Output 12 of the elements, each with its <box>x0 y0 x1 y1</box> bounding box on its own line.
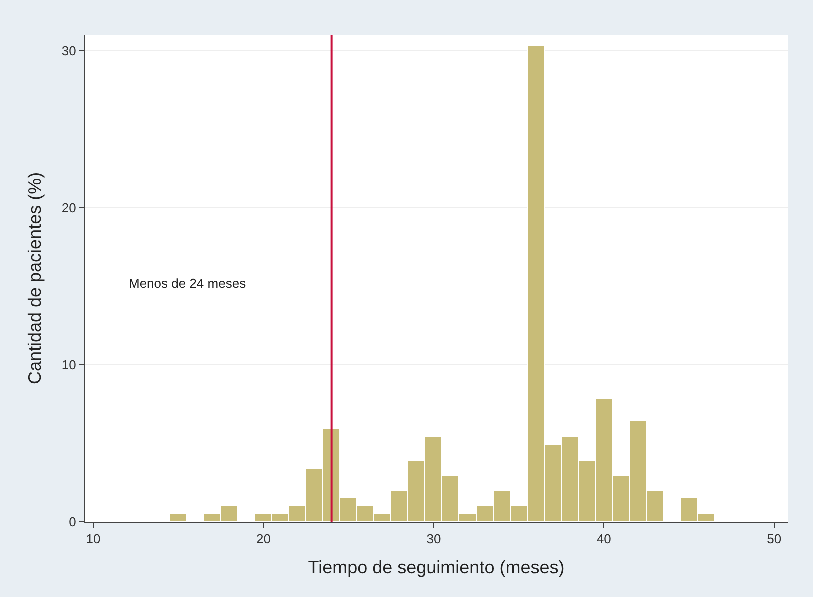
y-tick-label: 20 <box>62 200 76 216</box>
x-tick-label: 50 <box>767 532 782 547</box>
y-tick-label: 10 <box>62 357 76 372</box>
x-tick-label: 40 <box>596 532 612 547</box>
y-tick-label: 0 <box>69 514 76 530</box>
x-tick-label: 20 <box>256 532 271 547</box>
x-tick-label: 30 <box>426 532 442 547</box>
y-axis-title: Cantidad de pacientes (%) <box>25 172 46 385</box>
x-axis-title: Tiempo de seguimiento (meses) <box>308 558 565 578</box>
annotation: Menos de 24 meses <box>129 276 247 291</box>
x-tick-label: 10 <box>86 532 101 547</box>
y-tick-label: 30 <box>62 43 76 58</box>
